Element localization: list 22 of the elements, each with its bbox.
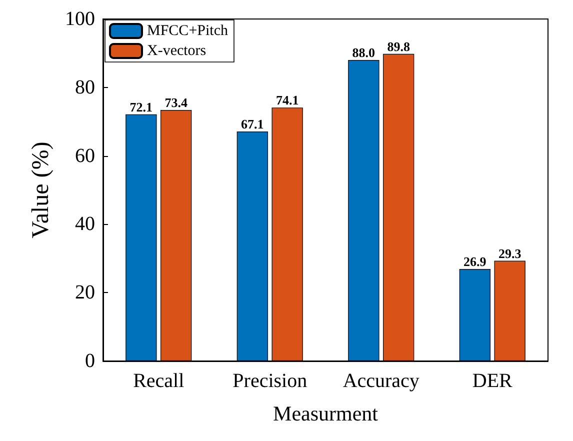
data-label: 88.0 — [352, 45, 376, 60]
y-tick-label: 60 — [75, 144, 95, 167]
x-tick-label: Recall — [133, 370, 185, 392]
x-tick-label: DER — [472, 370, 514, 392]
y-tick-label: 0 — [85, 350, 95, 372]
y-tick-label: 20 — [75, 282, 95, 304]
legend-label: X-vectors — [147, 43, 206, 59]
x-axis-title: Measurment — [273, 402, 378, 426]
y-tick-label: 80 — [75, 76, 95, 98]
data-label: 73.4 — [164, 94, 188, 110]
data-label: 67.1 — [241, 116, 264, 132]
x-tick-label: Accuracy — [342, 370, 420, 392]
data-label: 29.3 — [498, 246, 522, 261]
data-label: 26.9 — [464, 254, 487, 269]
y-tick-label: 100 — [65, 8, 95, 30]
y-tick-label: 40 — [75, 213, 95, 236]
data-label: 74.1 — [276, 92, 299, 108]
x-tick-label: Precision — [232, 370, 308, 392]
data-label: 89.8 — [387, 38, 410, 54]
data-label: 72.1 — [130, 99, 153, 114]
legend-label: MFCC+Pitch — [147, 23, 228, 39]
y-axis-title: Value (%) — [28, 142, 54, 238]
